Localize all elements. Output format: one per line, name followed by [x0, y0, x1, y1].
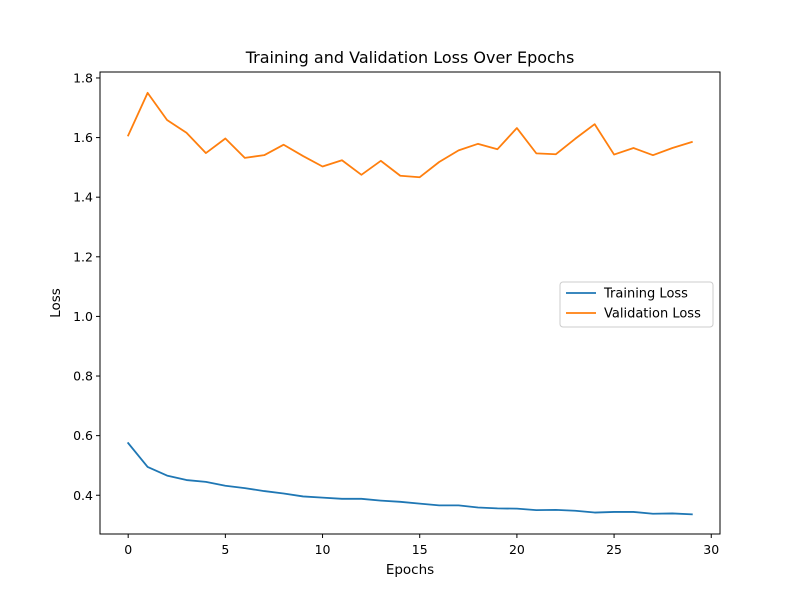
y-axis-label: Loss [48, 288, 64, 318]
chart-title: Training and Validation Loss Over Epochs [245, 48, 575, 67]
series-line-training-loss [126, 441, 693, 516]
legend: Training Loss Validation Loss [559, 281, 714, 328]
y-tick-label: 1.2 [73, 249, 93, 264]
x-tick-label: 10 [315, 542, 331, 557]
x-tick-label: 30 [703, 542, 719, 557]
legend-label-validation-loss: Validation Loss [604, 307, 701, 322]
y-tick-label: 1.0 [73, 309, 93, 324]
x-tick-label: 15 [412, 542, 428, 557]
y-tick-label: 0.8 [73, 369, 93, 384]
plot-area-frame [99, 71, 721, 535]
x-tick-label: 5 [221, 542, 229, 557]
legend-box [559, 281, 714, 328]
y-tick-label: 1.4 [73, 190, 93, 205]
x-tick-label: 0 [124, 542, 132, 557]
x-axis-label: Epochs [386, 562, 434, 578]
legend-label-training-loss: Training Loss [603, 287, 688, 302]
y-tick-label: 0.6 [73, 428, 93, 443]
y-tick-label: 1.8 [73, 70, 93, 85]
x-tick-label: 25 [606, 542, 622, 557]
y-tick-label: 1.6 [73, 130, 93, 145]
series-line-validation-loss [126, 91, 693, 179]
y-tick-label: 0.4 [73, 488, 93, 503]
x-tick-label: 20 [509, 542, 525, 557]
plot-layer: 0 5 10 15 20 25 30 0.4 0.6 0.8 1.0 1.2 1.4 1.6 1.8 [73, 70, 719, 557]
